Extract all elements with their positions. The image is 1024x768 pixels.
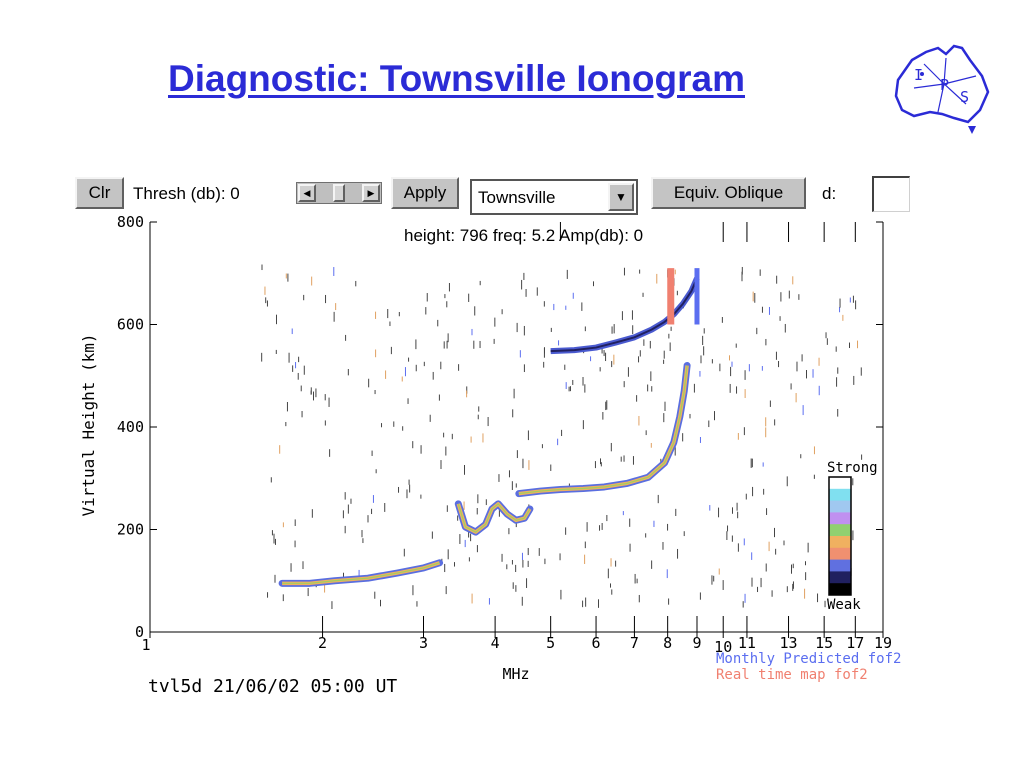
x-tick-label: 17 — [846, 634, 864, 652]
strength-colorbar — [828, 476, 852, 596]
chevron-down-icon[interactable]: ▼ — [608, 183, 634, 211]
threshold-slider[interactable]: ◀ ▶ — [296, 182, 382, 204]
x-tick-label: 3 — [419, 634, 428, 652]
logo-letter-i: I — [914, 66, 923, 84]
monthly-predicted-label: Monthly Predicted fof2 — [716, 651, 901, 667]
y-tick-label: 400 — [117, 418, 144, 436]
station-select-value: Townsville — [478, 188, 556, 207]
trace-second-hop-core — [550, 277, 698, 353]
colorbar-swatch — [829, 500, 851, 513]
colorbar-swatch — [829, 477, 851, 490]
threshold-label: Thresh (db): 0 — [133, 184, 240, 203]
station-select[interactable]: Townsville ▼ — [470, 179, 638, 215]
x-tick-label: 1 — [141, 636, 150, 654]
colorbar-swatch — [829, 571, 851, 584]
x-tick-label: 8 — [663, 634, 672, 652]
x-tick-label: 13 — [779, 634, 797, 652]
series-layer — [278, 268, 700, 587]
x-tick-label: 19 — [874, 634, 892, 652]
colorbar-frame — [828, 476, 852, 596]
colorbar-strong-label: Strong — [827, 460, 878, 476]
cursor-readout: height: 796 freq: 5.2 Amp(db): 0 — [404, 226, 644, 245]
trace-1-mid — [456, 502, 532, 534]
trace-2-outer — [515, 362, 691, 498]
apply-button[interactable]: Apply — [391, 177, 459, 209]
noise-layer — [261, 264, 863, 610]
logo-letter-s: S — [960, 88, 969, 106]
logo-letter-p: P — [940, 76, 949, 94]
colorbar-weak-label: Weak — [827, 597, 861, 613]
equiv-oblique-button[interactable]: Equiv. Oblique — [651, 177, 806, 209]
x-tick-label: 5 — [546, 634, 555, 652]
y-tick-label: 600 — [117, 316, 144, 334]
y-tick-label: 800 — [117, 213, 144, 231]
x-tick-label: 11 — [738, 634, 756, 652]
colorbar-swatch — [829, 488, 851, 502]
trace-1-inner — [457, 503, 531, 533]
slider-thumb[interactable] — [333, 184, 345, 202]
x-tick-label: 10 — [714, 638, 732, 656]
trace-2-mid — [518, 365, 689, 496]
colorbar-swatch — [829, 583, 851, 596]
distance-input[interactable] — [872, 176, 910, 212]
colorbar-swatch — [829, 559, 851, 572]
x-tick-label: 6 — [592, 634, 601, 652]
timestamp-label: tvl5d 21/06/02 05:00 UT — [148, 676, 397, 697]
x-tick-label: 15 — [815, 634, 833, 652]
axes-layer — [149, 222, 884, 633]
colorbar-swatch — [829, 512, 851, 525]
real-time-map-label: Real time map fof2 — [716, 667, 868, 683]
colorbar-swatch — [829, 547, 851, 561]
x-tick-label: 9 — [692, 634, 701, 652]
x-tick-label: 4 — [491, 634, 500, 652]
colorbar-swatch — [829, 536, 851, 549]
x-axis-label: MHz — [502, 665, 529, 683]
trace-0-inner — [282, 562, 440, 584]
clear-button[interactable]: Clr — [75, 177, 124, 209]
y-axis-label: Virtual Height (km) — [79, 333, 98, 516]
trace-2-inner — [518, 365, 688, 495]
y-tick-label: 200 — [117, 521, 144, 539]
ticks-layer: 0 200 400 600 800 1 2 3 4 5 6 7 8 9 10 11 13 15 17 19 — [117, 213, 892, 656]
ips-logo-icon: I P S — [894, 44, 990, 134]
page-title: Diagnostic: Townsville Ionogram — [168, 58, 745, 99]
colorbar-swatch — [829, 524, 851, 537]
x-tick-label: 7 — [630, 634, 639, 652]
slider-right-arrow-icon[interactable]: ▶ — [362, 184, 380, 202]
slider-left-arrow-icon[interactable]: ◀ — [298, 184, 316, 202]
y-tick-label: 0 — [135, 623, 144, 641]
distance-label: d: — [822, 184, 837, 203]
x-tick-label: 2 — [318, 634, 327, 652]
